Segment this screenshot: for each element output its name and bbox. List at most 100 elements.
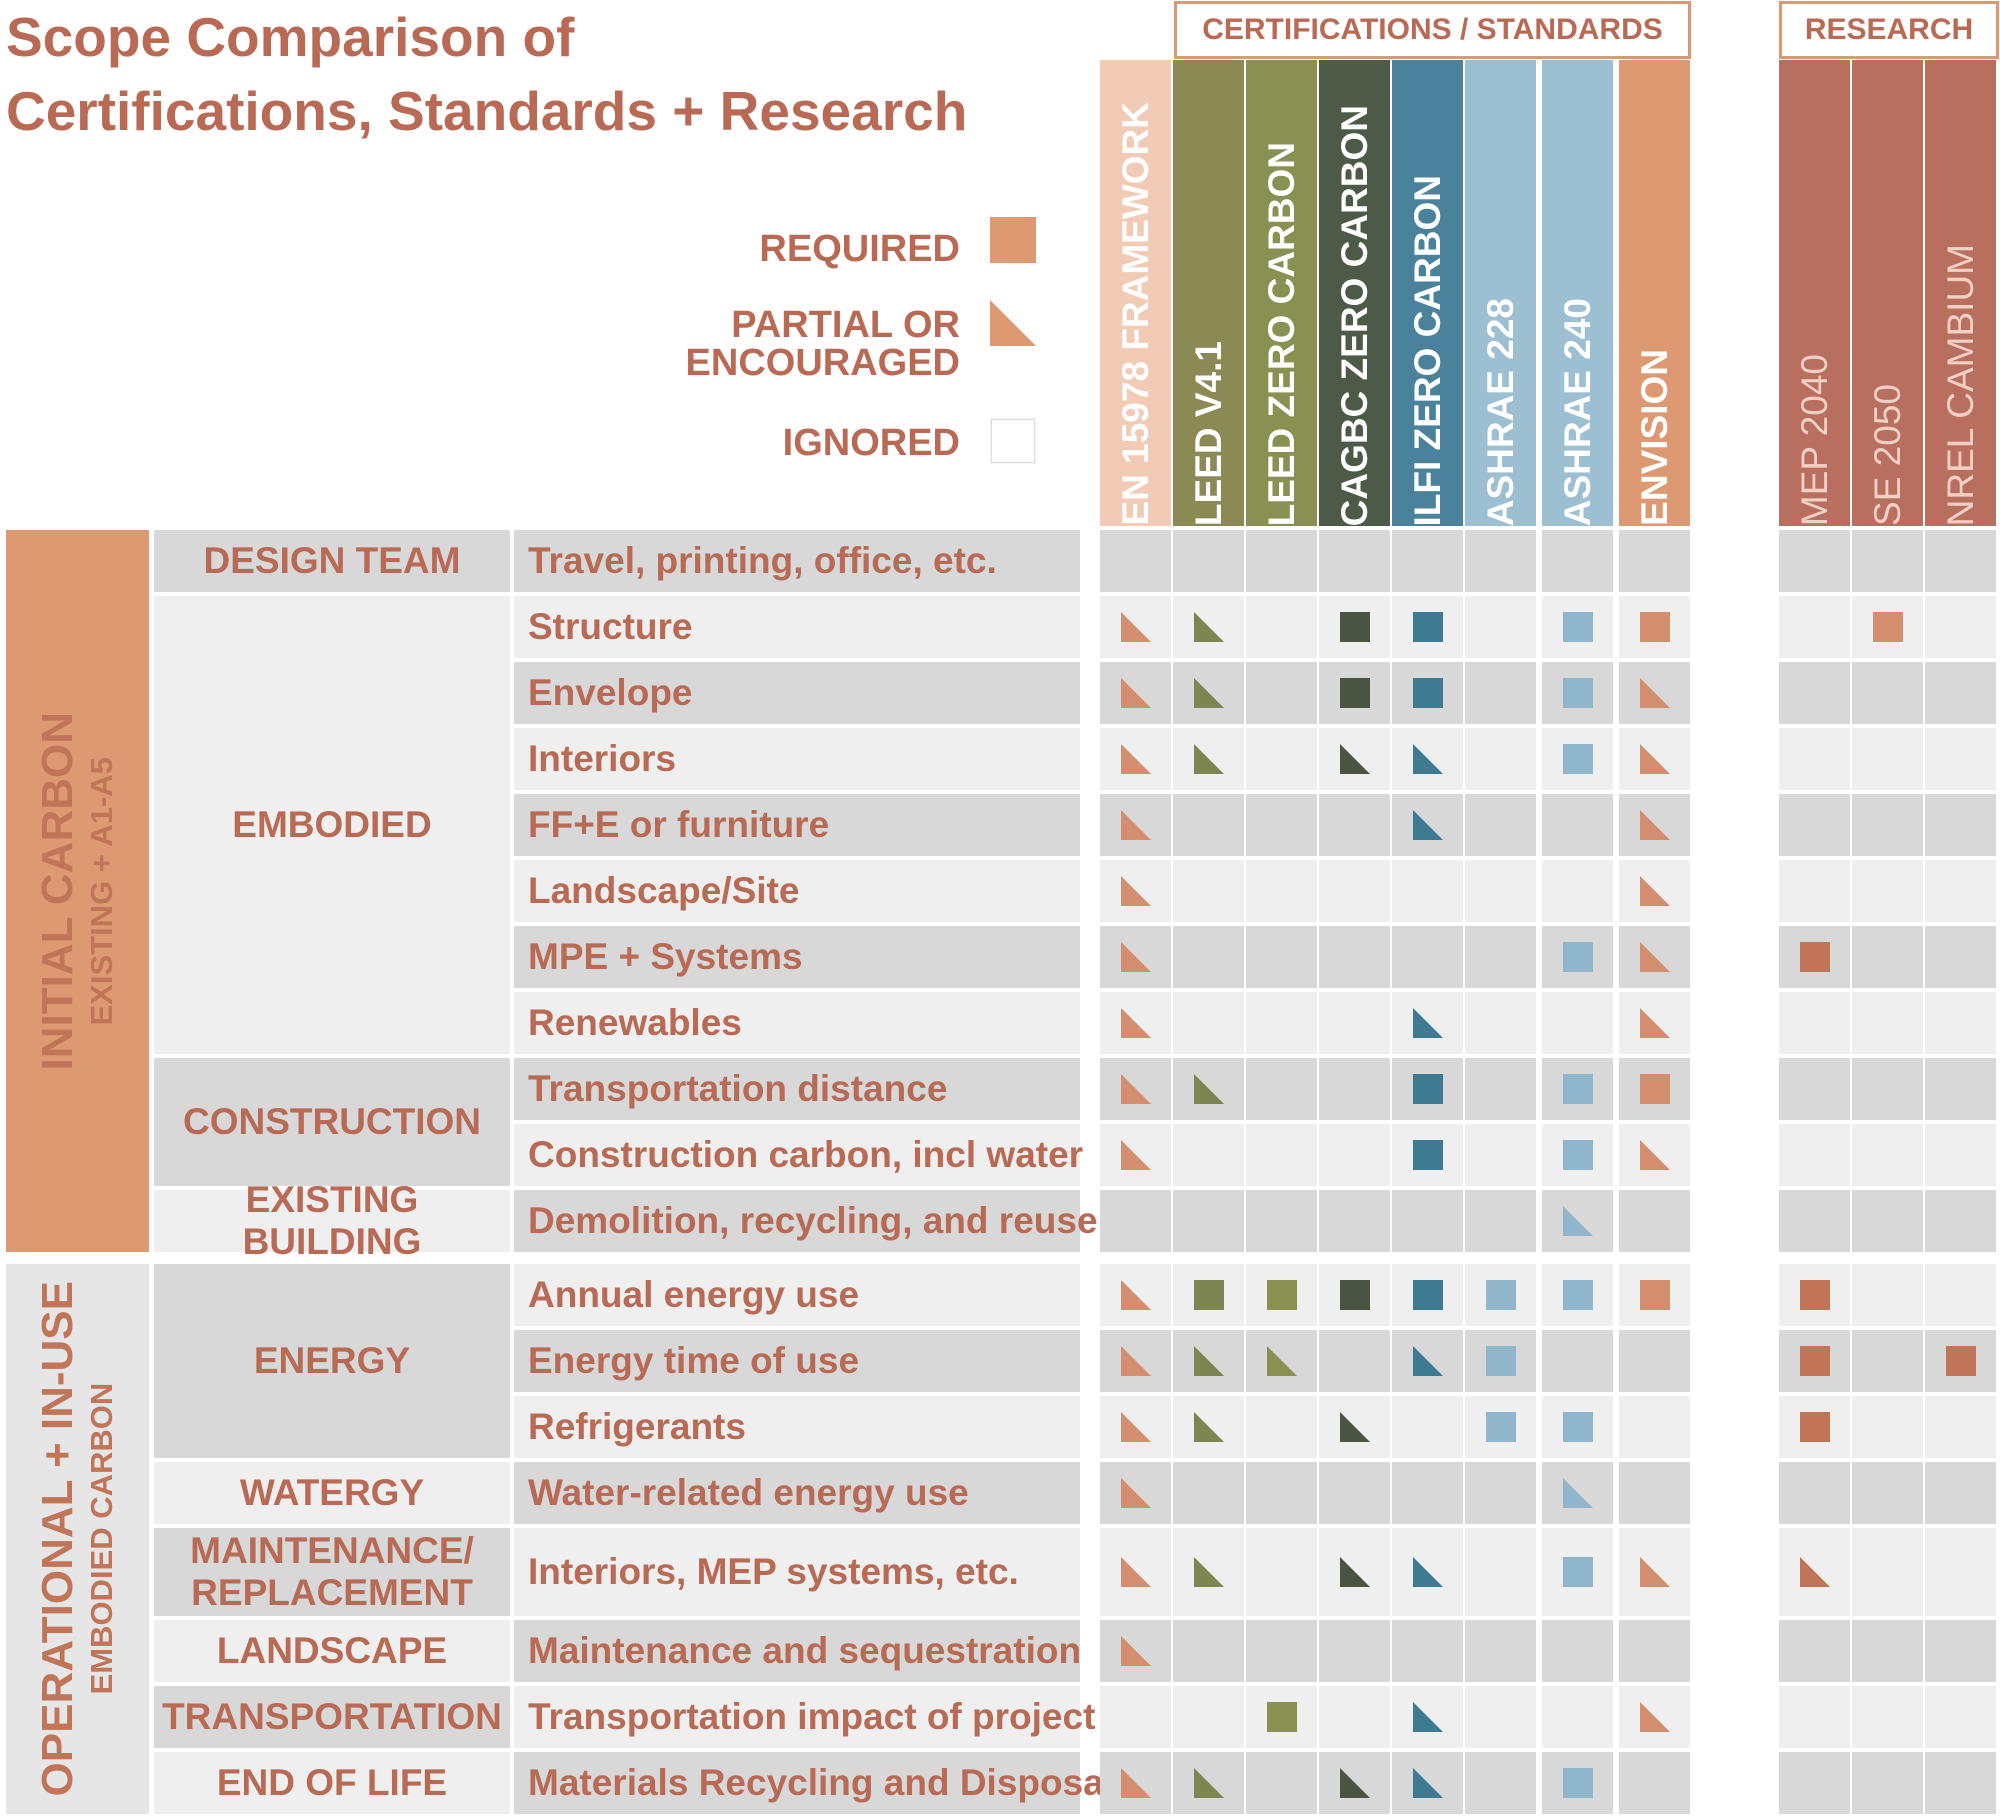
matrix-cell (1173, 1752, 1244, 1814)
partial-mark (1120, 1280, 1151, 1310)
required-square-icon (1562, 1412, 1593, 1442)
legend-mark-1 (990, 300, 1036, 346)
partial-mark (1562, 1478, 1593, 1508)
matrix-cell (1779, 1264, 1850, 1326)
required-mark (1562, 1074, 1593, 1104)
matrix-cell (1779, 728, 1850, 790)
partial-mark (1120, 1140, 1151, 1170)
section-label-1: OPERATIONAL + IN-USE EMBODIED CARBON (6, 1264, 149, 1814)
matrix-cell (1925, 530, 1996, 592)
matrix-cell (1100, 1124, 1171, 1186)
column-header-5: ASHRAE 228 (1465, 60, 1536, 526)
partial-mark (1120, 1557, 1151, 1587)
row-label: Travel, printing, office, etc. (514, 530, 1080, 592)
matrix-cell (1319, 662, 1390, 724)
title-line-1: Scope Comparison of (6, 6, 575, 68)
matrix-cell (1465, 1462, 1536, 1524)
matrix-cell (1319, 926, 1390, 988)
partial-mark (1639, 1557, 1670, 1587)
matrix-cell (1925, 992, 1996, 1054)
matrix-cell (1852, 662, 1923, 724)
matrix-cell (1173, 1058, 1244, 1120)
column-header-7: ENVISION (1619, 60, 1690, 526)
matrix-cell (1779, 1528, 1850, 1616)
matrix-cell (1619, 596, 1690, 658)
matrix-cell (1619, 1330, 1690, 1392)
matrix-cell (1173, 992, 1244, 1054)
matrix-cell (1319, 1528, 1390, 1616)
group-label-research: RESEARCH (1779, 1, 1999, 59)
matrix-cell (1392, 1058, 1463, 1120)
title-line-2: Certifications, Standards + Research (6, 80, 968, 142)
column-header-label-2: LEED ZERO CARBON (1260, 141, 1302, 526)
row-label: Construction carbon, incl water (514, 1124, 1083, 1186)
subgroup-line-5-0: WATERGY (239, 1472, 425, 1513)
partial-triangle-icon (1120, 1074, 1151, 1104)
matrix-cell (1542, 926, 1613, 988)
partial-triangle-icon (1120, 744, 1151, 774)
partial-mark (1120, 678, 1151, 708)
partial-mark (1799, 1557, 1830, 1587)
column-header-label-1: LEED V4.1 (1187, 340, 1229, 526)
matrix-cell (1465, 1620, 1536, 1682)
matrix-cell (1100, 1264, 1171, 1326)
partial-mark (1639, 942, 1670, 972)
required-mark (1485, 1346, 1516, 1376)
partial-mark (1266, 1346, 1297, 1376)
section-label-0: INITIAL CARBON EXISTING + A1-A5 (6, 530, 149, 1252)
subgroup-label-2: CONSTRUCTION (154, 1058, 510, 1186)
row-label: Water-related energy use (514, 1462, 1080, 1524)
page-title: Scope Comparison of Certifications, Stan… (6, 0, 967, 148)
matrix-cell (1173, 662, 1244, 724)
matrix-cell (1542, 596, 1613, 658)
section-subtitle-0: EXISTING + A1-A5 (83, 756, 119, 1026)
matrix-cell (1619, 1462, 1690, 1524)
partial-mark (1639, 1702, 1670, 1732)
required-mark (1639, 612, 1670, 642)
matrix-cell (1619, 1686, 1690, 1748)
partial-triangle-icon (1639, 810, 1670, 840)
column-header-8: MEP 2040 (1779, 60, 1850, 526)
required-square-icon (1562, 1280, 1593, 1310)
matrix-cell (1100, 992, 1171, 1054)
subgroup-line-8-0: TRANSPORTATION (162, 1696, 502, 1737)
section-label-text-0: INITIAL CARBON EXISTING + A1-A5 (33, 712, 122, 1071)
required-mark (1799, 1280, 1830, 1310)
partial-triangle-icon (1193, 1412, 1224, 1442)
partial-mark (1639, 810, 1670, 840)
required-square-icon (1872, 612, 1903, 642)
partial-triangle-icon (1120, 810, 1151, 840)
partial-triangle-icon (1562, 1206, 1593, 1236)
column-header-label-5: ASHRAE 228 (1479, 297, 1521, 526)
required-mark (1266, 1280, 1297, 1310)
matrix-cell (1246, 530, 1317, 592)
matrix-cell (1852, 1124, 1923, 1186)
required-square-icon (1945, 1346, 1976, 1376)
matrix-cell (1779, 860, 1850, 922)
partial-triangle-icon (1339, 1412, 1370, 1442)
matrix-cell (1392, 1190, 1463, 1252)
partial-triangle-icon (1120, 1557, 1151, 1587)
matrix-cell (1173, 926, 1244, 988)
matrix-cell (1779, 1190, 1850, 1252)
required-mark (1799, 1412, 1830, 1442)
row-label: Energy time of use (514, 1330, 1080, 1392)
matrix-cell (1619, 926, 1690, 988)
matrix-cell (1619, 1620, 1690, 1682)
partial-triangle-icon (1339, 1768, 1370, 1798)
matrix-cell (1925, 1528, 1996, 1616)
matrix-cell (1542, 1124, 1613, 1186)
matrix-cell (1319, 728, 1390, 790)
partial-triangle-icon (1639, 1702, 1670, 1732)
legend-mark-icon-0 (990, 217, 1036, 263)
row-label: MPE + Systems (514, 926, 1080, 988)
required-square-icon (1639, 1280, 1670, 1310)
matrix-cell (1619, 1058, 1690, 1120)
matrix-cell (1246, 1264, 1317, 1326)
matrix-cell (1319, 1396, 1390, 1458)
row-label: Materials Recycling and Disposal (514, 1752, 1114, 1814)
matrix-cell (1779, 596, 1850, 658)
matrix-cell (1173, 1620, 1244, 1682)
matrix-cell (1392, 794, 1463, 856)
matrix-cell (1319, 1124, 1390, 1186)
